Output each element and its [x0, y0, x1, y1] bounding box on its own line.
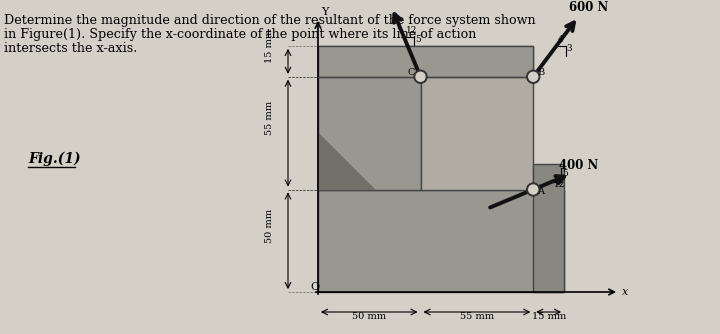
Text: 15 mm: 15 mm — [531, 312, 566, 321]
Text: 5: 5 — [415, 35, 420, 44]
Bar — [318, 46, 420, 189]
Text: 15 mm: 15 mm — [266, 29, 274, 63]
Text: A: A — [537, 186, 544, 195]
Text: 50 mm: 50 mm — [352, 312, 387, 321]
Text: B: B — [537, 68, 544, 77]
Text: Fig.(1): Fig.(1) — [28, 152, 81, 166]
Text: Y: Y — [321, 7, 328, 17]
Text: in Figure(1). Specify the x-coordinate of the point where its line of action: in Figure(1). Specify the x-coordinate o… — [4, 28, 477, 41]
Text: 55 mm: 55 mm — [266, 101, 274, 135]
Text: 400 N: 400 N — [559, 159, 598, 172]
Text: 12: 12 — [554, 180, 565, 189]
Text: O: O — [310, 282, 319, 292]
Text: 12: 12 — [406, 26, 417, 35]
Circle shape — [527, 70, 540, 83]
Bar — [534, 164, 564, 292]
Text: 4: 4 — [558, 34, 563, 43]
Text: 50 mm: 50 mm — [266, 209, 274, 243]
Text: 5: 5 — [562, 169, 567, 178]
Bar — [318, 46, 534, 77]
Circle shape — [414, 70, 427, 83]
Circle shape — [416, 72, 425, 81]
Text: C: C — [408, 68, 415, 77]
Circle shape — [527, 183, 540, 196]
Bar — [318, 189, 564, 292]
Text: Determine the magnitude and direction of the resultant of the force system shown: Determine the magnitude and direction of… — [4, 14, 536, 27]
Circle shape — [528, 72, 538, 81]
Text: 55 mm: 55 mm — [460, 312, 494, 321]
Text: 800 N: 800 N — [367, 0, 406, 3]
Polygon shape — [318, 133, 374, 189]
Text: 3: 3 — [567, 43, 572, 52]
Circle shape — [528, 185, 538, 194]
Text: x: x — [622, 287, 629, 297]
Bar — [420, 46, 534, 189]
Text: 600 N: 600 N — [569, 1, 608, 14]
Text: intersects the x-axis.: intersects the x-axis. — [4, 42, 138, 55]
